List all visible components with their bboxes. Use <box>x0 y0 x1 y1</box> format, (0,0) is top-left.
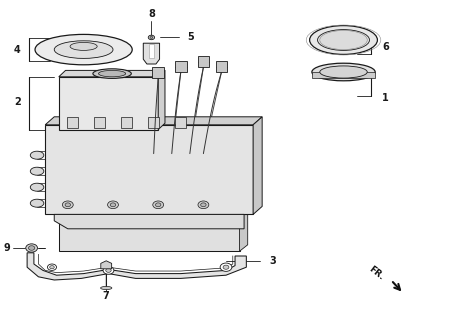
Text: 7: 7 <box>103 291 109 301</box>
Text: 6: 6 <box>381 42 388 52</box>
Circle shape <box>106 268 111 272</box>
Polygon shape <box>59 70 165 77</box>
Circle shape <box>26 244 37 252</box>
Polygon shape <box>175 61 186 72</box>
Circle shape <box>155 203 161 207</box>
Ellipse shape <box>30 199 44 207</box>
Polygon shape <box>239 208 247 251</box>
Ellipse shape <box>98 70 125 77</box>
Polygon shape <box>148 44 154 58</box>
Bar <box>94 117 105 128</box>
Polygon shape <box>45 117 262 125</box>
Circle shape <box>152 201 163 209</box>
Polygon shape <box>27 253 246 280</box>
Ellipse shape <box>54 41 113 59</box>
Polygon shape <box>158 70 165 130</box>
Polygon shape <box>59 214 239 251</box>
Circle shape <box>107 201 118 209</box>
Polygon shape <box>215 61 227 72</box>
Bar <box>175 117 186 128</box>
Polygon shape <box>311 72 374 78</box>
Circle shape <box>62 201 73 209</box>
Circle shape <box>223 265 228 269</box>
Polygon shape <box>54 214 244 229</box>
Text: FR.: FR. <box>366 264 385 281</box>
Text: 2: 2 <box>14 97 20 108</box>
Ellipse shape <box>93 69 131 78</box>
Circle shape <box>110 203 115 207</box>
Circle shape <box>50 266 54 269</box>
Circle shape <box>220 263 231 271</box>
Circle shape <box>65 203 70 207</box>
Circle shape <box>28 246 35 250</box>
Polygon shape <box>45 125 253 214</box>
Ellipse shape <box>319 66 367 78</box>
Bar <box>148 117 159 128</box>
Circle shape <box>47 264 56 270</box>
Circle shape <box>103 267 114 274</box>
Text: 4: 4 <box>14 44 20 55</box>
Circle shape <box>200 203 206 207</box>
Polygon shape <box>143 43 159 64</box>
Ellipse shape <box>30 167 44 175</box>
Text: 3: 3 <box>268 256 275 266</box>
Ellipse shape <box>317 30 369 51</box>
Text: 5: 5 <box>187 32 194 42</box>
Ellipse shape <box>311 63 374 81</box>
Polygon shape <box>152 67 164 78</box>
Ellipse shape <box>30 183 44 191</box>
Polygon shape <box>253 117 262 214</box>
Polygon shape <box>197 56 209 67</box>
Bar <box>121 117 132 128</box>
Circle shape <box>148 35 154 40</box>
Ellipse shape <box>309 26 377 54</box>
Ellipse shape <box>70 43 97 51</box>
Circle shape <box>198 201 208 209</box>
Ellipse shape <box>100 286 112 290</box>
Bar <box>67 117 78 128</box>
Polygon shape <box>101 261 111 269</box>
Ellipse shape <box>30 151 44 159</box>
Ellipse shape <box>35 35 132 65</box>
Text: 1: 1 <box>381 92 388 103</box>
Text: 8: 8 <box>147 9 155 20</box>
Text: 9: 9 <box>4 243 10 253</box>
Circle shape <box>150 36 152 38</box>
Polygon shape <box>59 77 158 130</box>
